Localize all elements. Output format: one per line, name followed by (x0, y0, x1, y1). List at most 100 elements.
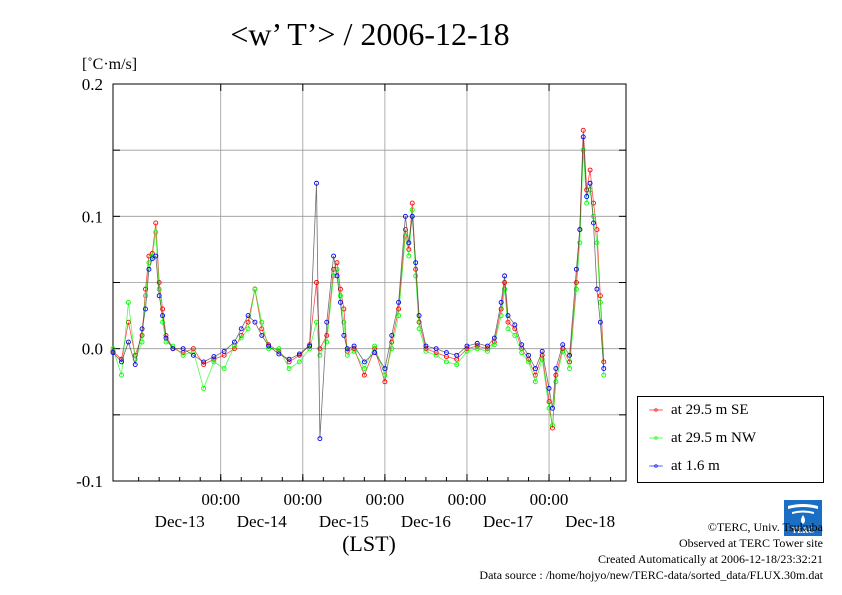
data-point (372, 343, 378, 349)
legend-label-se: at 29.5 m SE (671, 402, 749, 418)
data-point (139, 326, 145, 332)
data-point (341, 319, 347, 325)
y-axis: -0.1 0.0 0.1 0.2 (76, 75, 626, 491)
data-point (266, 343, 272, 349)
data-point (286, 366, 292, 371)
legend-item-nw: at 29.5 m NW (638, 429, 823, 449)
data-point (402, 213, 408, 219)
data-point (382, 379, 388, 385)
data-point (485, 346, 490, 352)
data-point (160, 313, 166, 319)
data-point (361, 372, 367, 378)
y-tick-label: 0.0 (82, 340, 103, 359)
data-point (259, 319, 265, 325)
data-point (584, 200, 590, 206)
data-point (423, 348, 429, 354)
x-tick-date-label: Dec-15 (319, 512, 369, 531)
data-point (201, 362, 207, 367)
data-point (601, 366, 607, 371)
x-axis-label: (LST) (342, 531, 396, 556)
x-tick-date-label: Dec-17 (483, 512, 534, 531)
data-point (307, 343, 313, 349)
data-point (276, 351, 282, 357)
data-point (245, 313, 251, 319)
data-point (317, 346, 323, 352)
data-point (444, 359, 449, 365)
data-point (180, 352, 186, 358)
legend-item-ground: at 1.6 m (638, 457, 823, 477)
y-tick-label: 0.1 (82, 207, 103, 226)
data-point (454, 352, 460, 358)
data-point (519, 350, 525, 356)
copyright-text: ©TERC, Univ. Tsukuba (707, 520, 823, 534)
data-point (389, 346, 395, 352)
data-point (594, 286, 600, 292)
data-point (238, 326, 244, 332)
data-point (498, 306, 504, 312)
data-point (498, 299, 504, 305)
x-axis: 00:00 Dec-13 00:00 Dec-14 00:00 Dec-15 00:00 De… (138, 84, 615, 531)
data-point (433, 352, 439, 358)
data-point (163, 335, 169, 341)
data-point (334, 273, 340, 279)
data-point (143, 306, 148, 312)
data-point (396, 313, 402, 319)
data-point (539, 356, 545, 362)
data-point (286, 356, 292, 362)
data-point (153, 229, 159, 235)
data-point (560, 342, 566, 348)
data-point (211, 359, 217, 365)
data-point (231, 339, 237, 345)
data-point (512, 332, 518, 338)
data-point (573, 266, 579, 272)
data-point (296, 351, 302, 357)
x-tick-time-label: 00:00 (366, 490, 405, 509)
data-point (406, 240, 412, 246)
data-point (409, 207, 415, 213)
data-point (502, 273, 508, 279)
data-point (296, 359, 302, 365)
data-point (402, 233, 408, 239)
data-point (491, 342, 497, 348)
data-point (146, 253, 152, 259)
data-point (337, 293, 343, 299)
data-point (190, 352, 196, 358)
data-point (519, 342, 525, 348)
data-point (505, 326, 511, 332)
y-tick-label: 0.2 (82, 75, 103, 94)
data-point (324, 339, 330, 345)
data-point (314, 280, 319, 285)
data-point (587, 167, 593, 173)
data-point (337, 299, 343, 305)
data-point (505, 319, 511, 325)
data-point (143, 293, 148, 299)
series-1 (110, 147, 607, 428)
data-point (406, 253, 412, 259)
series-line (112, 136, 605, 439)
svg-text:TERC: TERC (792, 526, 814, 535)
data-point (245, 326, 251, 332)
legend-label-ground: at 1.6 m (671, 458, 720, 474)
data-point (382, 372, 388, 378)
data-point (464, 343, 470, 349)
data-point (413, 260, 419, 266)
data-point (110, 350, 116, 356)
observed-text: Observed at TERC Tower site (678, 536, 823, 550)
data-point (324, 332, 330, 338)
data-point (550, 405, 555, 411)
data-point (221, 366, 227, 371)
data-point (409, 200, 415, 206)
terc-logo: TERC (784, 500, 822, 536)
data-point (160, 306, 166, 312)
data-point (474, 340, 480, 346)
data-point (594, 240, 600, 246)
created-text: Created Automatically at 2006-12-18/23:3… (598, 552, 823, 566)
data-point (505, 313, 511, 319)
data-point (238, 335, 244, 341)
data-point (146, 266, 152, 272)
data-point (389, 332, 395, 338)
source-text: Data source : /home/hojyo/new/TERC-data/… (479, 568, 823, 582)
data-point (413, 273, 419, 279)
data-point (119, 359, 125, 365)
x-tick-date-label: Dec-14 (237, 512, 288, 531)
